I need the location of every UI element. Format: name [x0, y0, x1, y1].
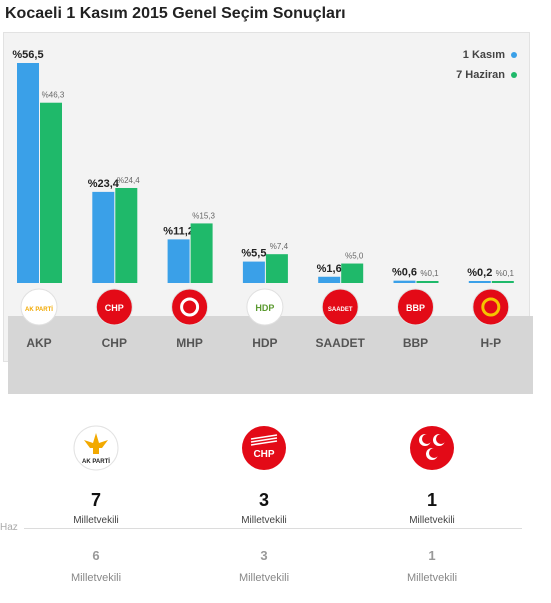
- category-label-chp: CHP: [102, 336, 127, 350]
- data-label-mhp-current: %11,2: [163, 225, 194, 237]
- bar-hdp-current: [242, 261, 265, 283]
- bar-saadet-previous: [341, 263, 364, 283]
- data-label-h-p-current: %0,2: [467, 267, 492, 279]
- svg-text:CHP: CHP: [253, 449, 274, 460]
- data-label-saadet-previous: %5,0: [345, 252, 364, 261]
- legend-dot-previous: [511, 72, 517, 79]
- chart-panel: 1 Kasım 7 Haziran %56,5 %46,3 AK PARTİ AKP%…: [3, 32, 533, 394]
- category-label-hdp: HDP: [252, 336, 277, 350]
- previous-caption: Haz: [0, 522, 18, 533]
- bar-akp-current: [17, 63, 39, 283]
- category-label-saadet: SAADET: [316, 336, 366, 350]
- seat-col-mhp: 1 Milletvekili: [372, 425, 492, 526]
- seat-col-akp: AK PARTİ 7 Milletvekili: [36, 425, 156, 526]
- prev-seat-col-chp: 3 Milletvekili: [204, 548, 324, 584]
- bar-chp-previous: [115, 187, 138, 283]
- logo-mark-mhp-icon: [180, 297, 200, 317]
- logo-text-saadet: SAADET: [328, 307, 353, 313]
- logo-text-chp: CHP: [105, 303, 124, 313]
- logo-text-akp: AK PARTİ: [25, 306, 53, 313]
- seats-section: AK PARTİ 7 Milletvekili CHP 3 Milletveki…: [0, 415, 551, 603]
- prev-seat-col-akp: 6 Milletvekili: [36, 548, 156, 584]
- legend-label-current: 1 Kasım: [462, 49, 505, 61]
- logo-h-p-icon: [472, 288, 510, 326]
- prev-seat-label-chp: Milletvekili: [238, 572, 290, 584]
- data-label-akp-current: %56,5: [12, 49, 43, 61]
- svg-text:AK PARTİ: AK PARTİ: [82, 458, 110, 465]
- seat-label-akp: Milletvekili: [73, 515, 119, 526]
- bar-bbp-previous: [416, 281, 439, 283]
- data-label-chp-previous: %24,4: [117, 176, 140, 185]
- logo-hdp-icon: [246, 288, 284, 326]
- data-label-mhp-previous: %15,3: [192, 211, 215, 220]
- seat-count-mhp: 1: [426, 490, 437, 510]
- mhp-logo-icon: [410, 426, 454, 470]
- prev-seat-count-mhp: 1: [428, 548, 436, 563]
- data-label-saadet-current: %1,6: [317, 263, 342, 275]
- data-label-bbp-previous: %0,1: [420, 269, 439, 278]
- seat-label-mhp: Milletvekili: [409, 515, 455, 526]
- category-label-akp: AKP: [26, 336, 51, 350]
- seat-label-chp: Milletvekili: [241, 515, 287, 526]
- bar-akp-previous: [40, 102, 62, 283]
- akp-logo-icon: AK PARTİ: [73, 425, 119, 471]
- logo-text-hdp: HDP: [255, 303, 274, 313]
- prev-seat-col-mhp: 1 Milletvekili: [372, 548, 492, 584]
- data-label-chp-current: %23,4: [88, 178, 120, 190]
- seat-col-chp: CHP 3 Milletvekili: [204, 425, 324, 526]
- logo-akp-icon: [20, 288, 58, 326]
- bar-h-p-previous: [491, 281, 514, 283]
- seats-divider: [24, 528, 522, 529]
- logo-chp-icon: [95, 288, 133, 326]
- bar-mhp-previous: [190, 223, 213, 283]
- category-label-h-p: H-P: [480, 336, 501, 350]
- data-label-akp-previous: %46,3: [42, 91, 65, 100]
- data-label-bbp-current: %0,6: [392, 267, 417, 279]
- bar-chart: %56,5 %46,3 AK PARTİ AKP %23,4%24,4 CHP CHP %11…: [12, 49, 515, 350]
- bar-chp-current: [92, 191, 115, 283]
- legend-label-previous: 7 Haziran: [456, 69, 505, 81]
- bar-bbp-current: [393, 280, 416, 283]
- legend-dot-current: [511, 52, 517, 59]
- category-label-mhp: MHP: [176, 336, 203, 350]
- bar-saadet-current: [318, 276, 341, 283]
- legend-item-current[interactable]: 1 Kasım: [463, 49, 517, 61]
- data-label-h-p-previous: %0,1: [496, 269, 515, 278]
- page-title: Kocaeli 1 Kasım 2015 Genel Seçim Sonuçla…: [5, 5, 346, 22]
- legend-item-previous[interactable]: 7 Haziran: [456, 69, 517, 81]
- category-label-bbp: BBP: [403, 336, 428, 350]
- data-label-hdp-previous: %7,4: [270, 242, 289, 251]
- prev-seat-label-akp: Milletvekili: [70, 572, 122, 584]
- bar-hdp-previous: [265, 254, 288, 283]
- data-label-hdp-current: %5,5: [241, 248, 266, 260]
- logo-bbp-icon: [397, 288, 434, 326]
- chp-logo-icon: CHP: [242, 426, 286, 470]
- logo-mark-h-p-icon: [481, 297, 501, 317]
- prev-seat-label-mhp: Milletvekili: [406, 572, 458, 584]
- logo-text-bbp: BBP: [406, 303, 425, 313]
- bar-mhp-current: [167, 239, 190, 283]
- seat-count-akp: 7: [90, 490, 101, 510]
- logo-saadet-icon: [321, 288, 359, 326]
- seat-count-chp: 3: [258, 490, 269, 510]
- logo-mhp-icon: [171, 288, 209, 326]
- prev-seat-count-chp: 3: [260, 548, 268, 563]
- bar-h-p-current: [468, 281, 491, 283]
- prev-seat-count-akp: 6: [92, 548, 100, 563]
- party-logo-strip: [8, 316, 533, 394]
